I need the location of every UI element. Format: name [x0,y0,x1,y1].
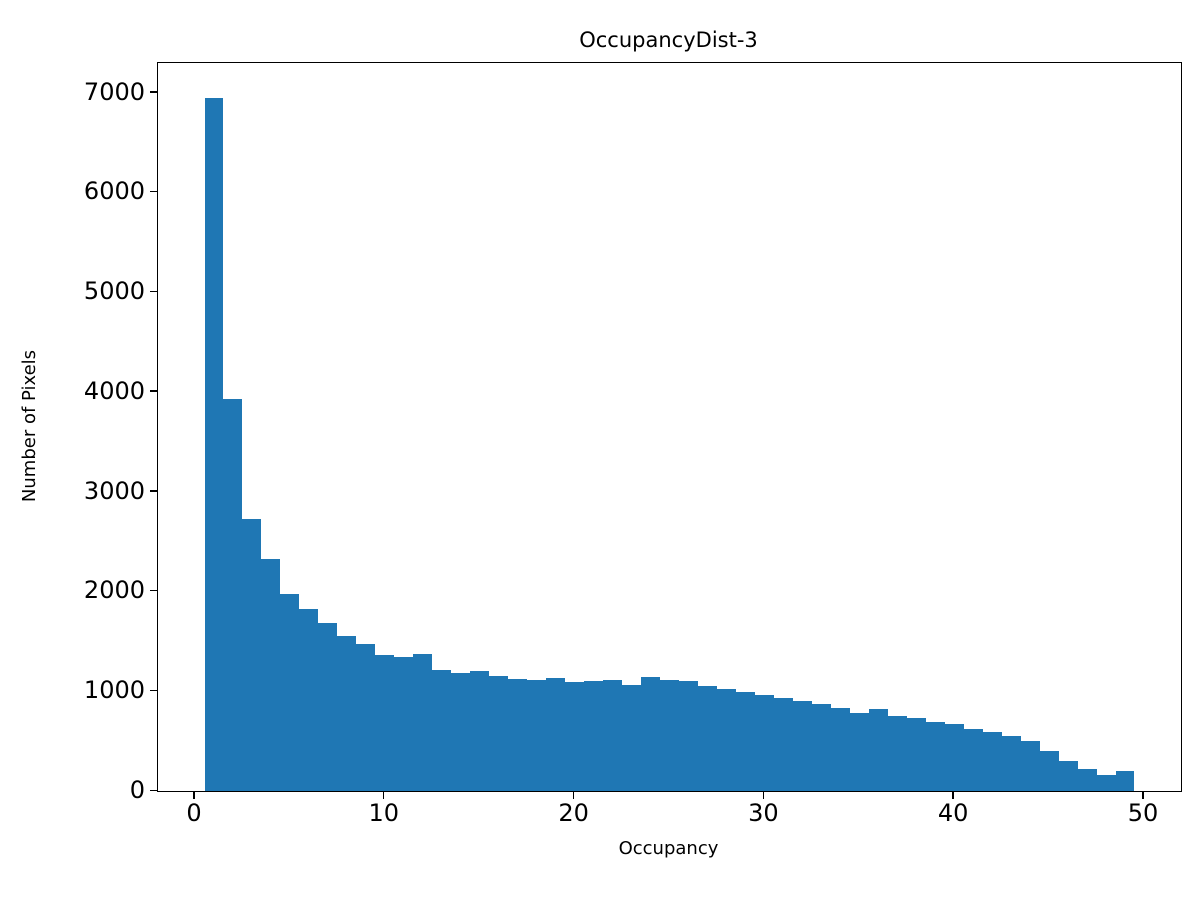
y-tick-mark [150,689,157,692]
histogram-bar [565,682,585,791]
histogram-bar [318,623,338,791]
y-tick-mark [150,290,157,293]
histogram-bar [849,713,869,791]
x-tick-mark [762,792,765,799]
y-tick-mark [150,190,157,193]
histogram-bar [1020,741,1040,791]
histogram-bar [204,97,224,791]
histogram-bar [223,398,243,791]
histogram-bar [508,679,528,791]
histogram-bar [394,657,414,791]
histogram-bar [546,678,566,791]
histogram-bar [584,681,604,791]
histogram-bar [830,708,850,791]
histogram-bar [261,558,281,791]
histogram-bar [356,644,376,791]
histogram-bar [451,673,471,791]
histogram-bar [527,680,547,791]
y-tick-label: 1000 [83,676,145,705]
x-axis-label: Occupancy [618,838,719,859]
histogram-bar [299,609,319,791]
x-tick-mark [383,792,385,799]
y-tick-mark [150,490,157,492]
histogram-bar [963,729,983,791]
chart-title: OccupancyDist-3 [579,28,758,52]
histogram-bar [868,709,888,791]
histogram-bar [641,677,660,791]
x-tick-mark [193,792,195,799]
histogram-bar [773,698,793,791]
histogram-bar [1058,761,1078,791]
histogram-bar [982,732,1002,791]
y-tick-mark [150,589,157,592]
histogram-bar [432,670,452,791]
x-tick-label: 10 [368,799,400,827]
histogram-bar [944,724,964,791]
x-tick-label: 50 [1127,799,1159,827]
y-tick-label: 6000 [83,177,145,206]
histogram-bar [811,704,831,791]
x-tick-label: 20 [558,799,589,827]
y-tick-label: 0 [129,776,145,804]
histogram-bar [489,676,509,791]
y-tick-mark [150,91,157,93]
bars-layer [158,63,1181,791]
histogram-bar [1096,775,1116,791]
histogram-bar [1077,769,1097,791]
x-tick-mark [572,792,575,799]
histogram-bar [280,594,300,791]
x-tick-label: 40 [937,799,969,827]
y-tick-label: 5000 [83,277,145,306]
x-tick-mark [952,792,954,799]
y-tick-mark [150,789,157,791]
histogram-bar [1001,736,1021,791]
histogram-bar [906,718,926,791]
histogram-bar [678,681,698,791]
histogram-bar [735,692,755,791]
histogram-bar [660,680,679,791]
histogram-bar [792,701,812,791]
y-tick-label: 3000 [83,476,145,505]
histogram-bar [1039,751,1059,791]
y-tick-label: 4000 [83,376,145,405]
histogram-bar [413,654,433,791]
histogram-bar [242,518,262,791]
histogram-bar [603,680,623,791]
histogram-bar [1115,771,1135,791]
x-tick-mark [1142,792,1144,799]
histogram-bar [375,655,395,791]
plot-area [157,62,1182,792]
y-tick-label: 7000 [83,77,145,106]
x-tick-label: 30 [748,799,779,827]
y-tick-mark [150,390,157,392]
y-tick-label: 2000 [83,576,145,605]
histogram-bar [337,636,357,791]
x-tick-label: 0 [186,799,202,827]
histogram-bar [697,686,717,791]
histogram-bar [716,689,736,791]
histogram-bar [622,685,642,791]
histogram-bar [754,695,774,791]
histogram-bar [925,722,945,791]
histogram-bar [887,716,907,791]
histogram-bar [470,671,490,791]
